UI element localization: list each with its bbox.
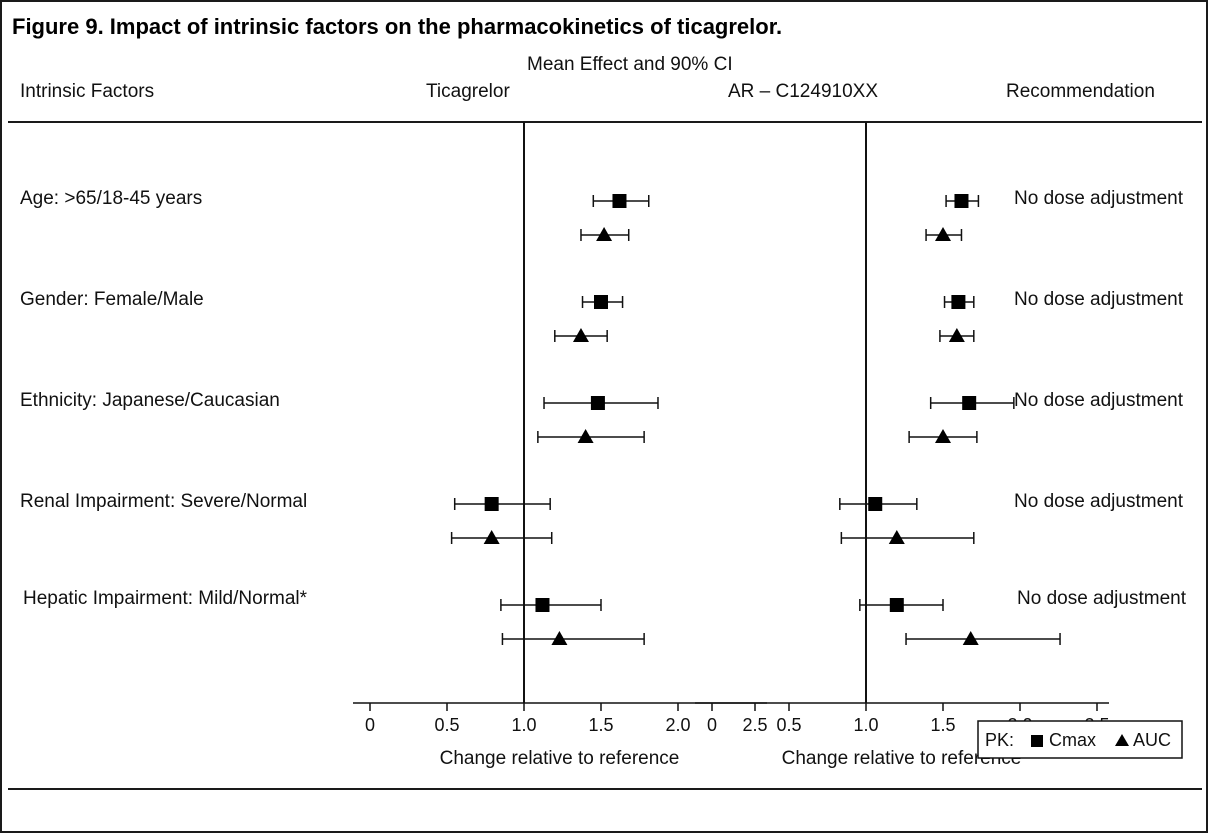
cmax-marker bbox=[590, 396, 605, 410]
auc-marker bbox=[596, 227, 613, 241]
header-panel-metabolite: AR – C124910XX bbox=[728, 81, 878, 102]
x-tick-label: 0.5 bbox=[776, 715, 801, 735]
x-axis-label: Change relative to reference bbox=[782, 748, 1022, 769]
header-rule bbox=[8, 121, 1202, 123]
legend-cmax-marker bbox=[1031, 735, 1043, 747]
factor-label: Age: >65/18-45 years bbox=[20, 188, 202, 209]
cmax-marker bbox=[612, 194, 627, 208]
auc-marker bbox=[572, 328, 589, 342]
legend: PK: Cmax AUC bbox=[977, 720, 1183, 759]
legend-auc-marker bbox=[1115, 734, 1129, 746]
cmax-marker bbox=[889, 598, 904, 612]
recommendation-text: No dose adjustment bbox=[1014, 491, 1184, 512]
recommendation-text: No dose adjustment bbox=[1014, 188, 1184, 209]
cmax-marker bbox=[535, 598, 550, 612]
auc-marker bbox=[935, 227, 951, 241]
header-recommendation: Recommendation bbox=[1006, 81, 1155, 102]
factor-label: Renal Impairment: Severe/Normal bbox=[20, 491, 307, 512]
cmax-marker bbox=[594, 295, 608, 309]
header-intrinsic-factors: Intrinsic Factors bbox=[20, 81, 155, 102]
auc-marker bbox=[935, 429, 951, 443]
recommendation-text: No dose adjustment bbox=[1014, 289, 1184, 310]
x-tick-label: 0.5 bbox=[434, 715, 459, 735]
auc-marker bbox=[888, 530, 905, 544]
auc-marker bbox=[483, 530, 500, 544]
header-mean-effect: Mean Effect and 90% CI bbox=[527, 54, 733, 75]
factor-label: Hepatic Impairment: Mild/Normal* bbox=[23, 588, 308, 609]
auc-marker bbox=[577, 429, 594, 443]
recommendation-text: No dose adjustment bbox=[1014, 390, 1184, 411]
legend-auc-label: AUC bbox=[1133, 730, 1171, 750]
x-tick-label: 0 bbox=[707, 715, 717, 735]
legend-box bbox=[977, 720, 1183, 759]
cmax-marker bbox=[954, 194, 969, 208]
factor-label: Gender: Female/Male bbox=[20, 289, 204, 310]
x-tick-label: 1.0 bbox=[853, 715, 878, 735]
factor-label: Ethnicity: Japanese/Caucasian bbox=[20, 390, 280, 411]
header-panel-ticagrelor: Ticagrelor bbox=[426, 81, 510, 102]
x-tick-label: 1.5 bbox=[930, 715, 955, 735]
x-tick-label: 1.0 bbox=[511, 715, 536, 735]
legend-title: PK: bbox=[985, 730, 1014, 750]
legend-cmax-label: Cmax bbox=[1049, 730, 1096, 750]
cmax-marker bbox=[951, 295, 966, 309]
cmax-marker bbox=[962, 396, 977, 410]
cmax-marker bbox=[868, 497, 883, 511]
auc-marker bbox=[551, 631, 568, 645]
x-tick-label: 0 bbox=[365, 715, 375, 735]
x-axis-label: Change relative to reference bbox=[440, 748, 680, 769]
panel-0: 0 0.5 1.0 1.5 2.0 2.5 Change relative to refer… bbox=[353, 122, 768, 769]
auc-marker bbox=[948, 328, 965, 342]
recommendation-text: No dose adjustment bbox=[1017, 588, 1187, 609]
footer-rule bbox=[8, 788, 1202, 790]
auc-marker bbox=[962, 631, 979, 645]
x-tick-label: 2.0 bbox=[665, 715, 690, 735]
x-tick-label: 1.5 bbox=[588, 715, 613, 735]
x-tick-label: 2.5 bbox=[742, 715, 767, 735]
figure-title: Figure 9. Impact of intrinsic factors on… bbox=[12, 14, 783, 39]
cmax-marker bbox=[484, 497, 499, 511]
